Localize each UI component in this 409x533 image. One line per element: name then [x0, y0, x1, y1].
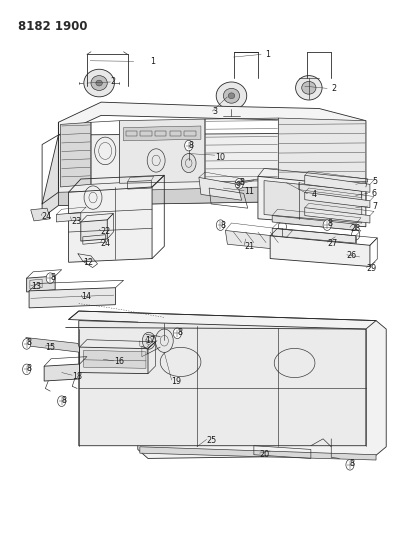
Text: 8: 8 [50, 272, 55, 281]
Text: 8: 8 [349, 459, 354, 469]
Polygon shape [68, 187, 152, 262]
Circle shape [22, 364, 31, 375]
Text: 28: 28 [349, 224, 359, 233]
Polygon shape [58, 184, 365, 206]
Text: 14: 14 [81, 292, 91, 301]
Text: 24: 24 [41, 212, 51, 221]
Circle shape [155, 329, 173, 352]
Text: 8: 8 [188, 141, 193, 150]
Polygon shape [68, 311, 385, 458]
Circle shape [181, 154, 196, 173]
Text: 20: 20 [259, 450, 269, 459]
Polygon shape [27, 276, 55, 292]
Text: 1: 1 [150, 57, 155, 66]
Text: 12: 12 [83, 259, 93, 267]
Polygon shape [119, 119, 204, 183]
Text: 22: 22 [101, 227, 111, 236]
Polygon shape [79, 347, 148, 374]
Text: 4: 4 [311, 190, 316, 199]
Polygon shape [31, 208, 50, 221]
Circle shape [22, 338, 31, 349]
Text: 8: 8 [220, 221, 225, 230]
Text: 15: 15 [45, 343, 55, 352]
Text: 9: 9 [234, 181, 240, 190]
Text: 10: 10 [214, 153, 224, 162]
Polygon shape [225, 230, 290, 251]
Polygon shape [58, 102, 365, 135]
Text: 8: 8 [27, 364, 31, 373]
Text: 1: 1 [265, 50, 270, 59]
Polygon shape [272, 228, 355, 243]
Circle shape [173, 328, 181, 338]
Polygon shape [60, 122, 91, 187]
Text: 2: 2 [330, 84, 335, 93]
Polygon shape [272, 216, 355, 230]
Circle shape [345, 459, 353, 470]
Text: 5: 5 [371, 177, 376, 186]
Polygon shape [198, 177, 241, 200]
Polygon shape [26, 337, 81, 352]
Text: 8: 8 [326, 219, 331, 228]
Polygon shape [56, 213, 81, 222]
Text: 23: 23 [71, 217, 81, 227]
Text: 19: 19 [171, 376, 181, 385]
Text: 8182 1900: 8182 1900 [18, 20, 87, 34]
Circle shape [234, 179, 243, 189]
Text: 16: 16 [114, 358, 124, 367]
Ellipse shape [295, 76, 321, 100]
Text: 8: 8 [27, 338, 31, 348]
Polygon shape [123, 126, 200, 141]
Polygon shape [257, 176, 365, 227]
Text: 29: 29 [365, 264, 375, 273]
Polygon shape [304, 175, 369, 192]
Polygon shape [263, 181, 361, 223]
Ellipse shape [96, 80, 102, 86]
Polygon shape [42, 122, 58, 217]
Circle shape [184, 140, 192, 151]
Ellipse shape [216, 82, 246, 110]
Text: 26: 26 [346, 252, 356, 261]
Text: 6: 6 [371, 189, 376, 198]
Text: 7: 7 [371, 201, 376, 211]
Ellipse shape [223, 88, 239, 103]
Circle shape [142, 332, 155, 349]
Polygon shape [29, 288, 115, 308]
Text: 11: 11 [243, 187, 254, 196]
Ellipse shape [301, 82, 315, 94]
Text: 2: 2 [110, 77, 115, 86]
Text: 8: 8 [177, 328, 182, 337]
Text: 27: 27 [326, 239, 337, 248]
Circle shape [46, 273, 54, 284]
Text: 8: 8 [238, 177, 244, 187]
Polygon shape [79, 320, 365, 446]
Circle shape [216, 220, 224, 230]
Polygon shape [83, 350, 146, 368]
Polygon shape [304, 208, 369, 223]
Polygon shape [278, 118, 365, 183]
Text: 21: 21 [243, 242, 254, 251]
Polygon shape [44, 364, 79, 381]
Ellipse shape [91, 76, 107, 91]
Circle shape [57, 396, 65, 407]
Circle shape [322, 220, 330, 230]
Polygon shape [139, 447, 375, 460]
Ellipse shape [84, 69, 114, 97]
Polygon shape [270, 236, 369, 266]
Ellipse shape [228, 93, 234, 99]
Polygon shape [304, 192, 369, 208]
Text: 8: 8 [61, 395, 67, 405]
Text: 18: 18 [72, 372, 82, 381]
Text: 24: 24 [101, 239, 110, 248]
Polygon shape [58, 133, 365, 206]
Text: 3: 3 [212, 107, 217, 116]
Text: 25: 25 [206, 436, 216, 445]
Text: 13: 13 [31, 282, 40, 291]
Polygon shape [81, 220, 107, 241]
Text: 17: 17 [145, 336, 155, 345]
